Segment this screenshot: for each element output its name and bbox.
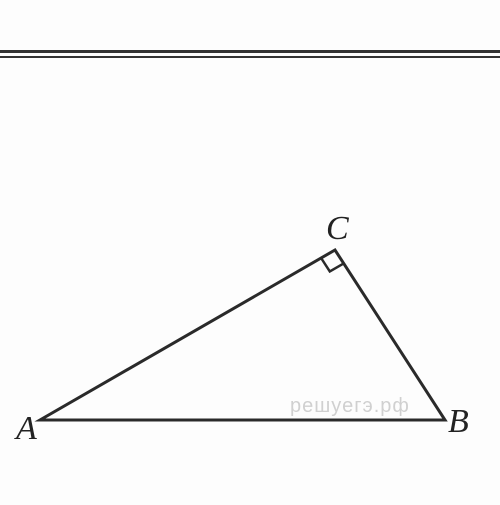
vertex-label-b: B (448, 403, 469, 441)
vertex-label-c: C (326, 210, 349, 248)
triangle-svg (0, 120, 500, 500)
vertex-label-a: A (16, 410, 37, 448)
double-rule-divider (0, 50, 500, 58)
watermark-text: решуегэ.рф (290, 395, 410, 418)
triangle-diagram: A B C решуегэ.рф (0, 120, 500, 500)
